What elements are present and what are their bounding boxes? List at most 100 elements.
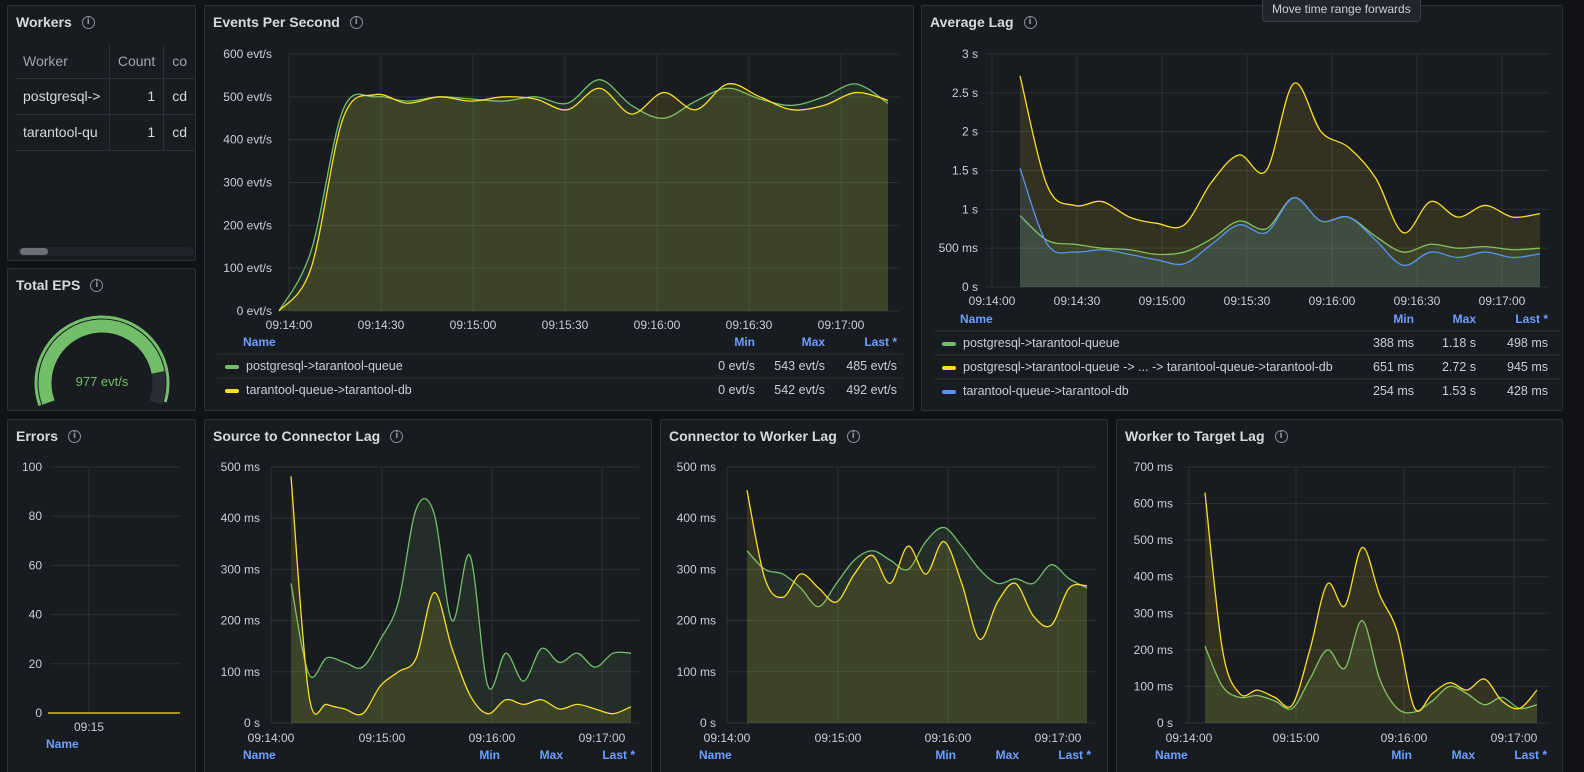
legend-header-last[interactable]: Last *: [1515, 312, 1548, 326]
column-header-count[interactable]: Count: [109, 44, 165, 79]
legend-last-value: 428 ms: [1507, 384, 1548, 398]
info-icon[interactable]: i: [1274, 429, 1288, 443]
x-tick-label: 09:14:00: [704, 731, 751, 745]
y-tick-label: 40: [29, 608, 43, 622]
y-tick-label: 600 evt/s: [223, 47, 272, 61]
y-tick-label: 1.5 s: [952, 164, 978, 178]
scrollbar-thumb[interactable]: [20, 248, 48, 255]
info-icon[interactable]: i: [68, 429, 82, 443]
series-area: [1205, 492, 1537, 723]
legend-series-name[interactable]: postgresql->tarantool-queue: [963, 336, 1120, 350]
y-tick-label: 100 ms: [677, 665, 716, 679]
series-line: [1019, 75, 1541, 234]
x-tick-label: 09:15:00: [359, 731, 406, 745]
column-header-worker[interactable]: Worker: [15, 44, 110, 79]
y-tick-label: 2.5 s: [952, 86, 978, 100]
src-conn-title: Source to Connector Lag: [213, 428, 381, 444]
x-tick-label: 09:16:00: [1309, 294, 1356, 308]
errors-title-row: Errors i: [16, 428, 82, 444]
legend-color-swatch[interactable]: [942, 342, 956, 346]
legend-header-name[interactable]: Name: [243, 335, 276, 349]
legend-header-last[interactable]: Last *: [1058, 748, 1091, 762]
workers-title: Workers: [16, 14, 72, 30]
info-icon[interactable]: i: [81, 15, 95, 29]
y-tick-label: 500 evt/s: [223, 90, 272, 104]
legend-header-max[interactable]: Max: [540, 748, 564, 762]
legend-header-min[interactable]: Min: [935, 748, 956, 762]
x-tick-label: 09:16:00: [469, 731, 516, 745]
y-tick-label: 200 ms: [1134, 643, 1173, 657]
info-icon[interactable]: i: [1023, 15, 1037, 29]
series-area: [1205, 620, 1537, 723]
info-icon[interactable]: i: [349, 15, 363, 29]
total-eps-panel: Total EPS i 977 evt/s: [7, 268, 196, 411]
x-tick-label: 09:17:00: [1491, 731, 1538, 745]
legend-max-value: 1.53 s: [1442, 384, 1476, 398]
info-icon[interactable]: i: [846, 429, 860, 443]
series-line: [1019, 167, 1541, 266]
y-tick-label: 300 ms: [677, 562, 716, 576]
legend-header-last[interactable]: Last *: [602, 748, 635, 762]
avg-lag-title: Average Lag: [930, 14, 1014, 30]
legend-header-name[interactable]: Name: [1155, 748, 1188, 762]
legend-series-name[interactable]: postgresql->tarantool-queue -> ... -> ta…: [963, 360, 1333, 374]
column-header-co[interactable]: co: [163, 44, 195, 79]
legend-header-max[interactable]: Max: [1453, 312, 1477, 326]
legend-max-value: 542 evt/s: [774, 383, 825, 397]
legend-color-swatch[interactable]: [942, 390, 956, 394]
legend-last-value: 945 ms: [1507, 360, 1548, 374]
y-tick-label: 1 s: [962, 202, 978, 216]
x-tick-label: 09:14:00: [248, 731, 295, 745]
legend-header-max[interactable]: Max: [802, 335, 826, 349]
legend-header-max[interactable]: Max: [1452, 748, 1476, 762]
x-tick-label: 09:16:30: [726, 318, 773, 332]
conn-worker-title-row: Connector to Worker Lag i: [669, 428, 860, 444]
legend-header-last[interactable]: Last *: [864, 335, 897, 349]
y-tick-label: 600 ms: [1134, 497, 1173, 511]
x-tick-label: 09:15:00: [450, 318, 497, 332]
legend-color-swatch[interactable]: [225, 365, 239, 369]
y-tick-label: 2 s: [962, 125, 978, 139]
conn-worker-chart: 500 ms 400 ms 300 ms 200 ms 100 ms 0 s09:14:0…: [677, 460, 1095, 762]
info-icon[interactable]: i: [90, 278, 104, 292]
x-tick-label: 09:14:00: [266, 318, 313, 332]
avg-lag-title-row: Average Lag i: [930, 14, 1037, 30]
legend-last-value: 485 evt/s: [846, 359, 897, 373]
gauge-fill: [38, 319, 165, 405]
legend-series-name[interactable]: tarantool-queue->tarantool-db: [246, 383, 412, 397]
legend-header-name[interactable]: Name: [243, 748, 276, 762]
series-area: [1020, 75, 1540, 287]
legend-last-value: 492 evt/s: [846, 383, 897, 397]
y-tick-label: 200 ms: [221, 614, 260, 628]
legend-series-name[interactable]: tarantool-queue->tarantool-db: [963, 384, 1129, 398]
x-tick-label: 09:17:00: [1035, 731, 1082, 745]
legend-color-swatch[interactable]: [942, 366, 956, 370]
legend-header-name[interactable]: Name: [699, 748, 732, 762]
y-tick-label: 300 ms: [221, 562, 260, 576]
x-tick-label: 09:16:00: [925, 731, 972, 745]
legend-header-min[interactable]: Min: [1393, 312, 1414, 326]
y-tick-label: 100: [22, 460, 42, 474]
legend-header-min[interactable]: Min: [479, 748, 500, 762]
legend-header-min[interactable]: Min: [734, 335, 755, 349]
legend-header-min[interactable]: Min: [1391, 748, 1412, 762]
series-area: [747, 527, 1087, 723]
legend-header-name[interactable]: Name: [46, 737, 79, 751]
legend-header-last[interactable]: Last *: [1514, 748, 1547, 762]
info-icon[interactable]: i: [390, 429, 404, 443]
legend-header-max[interactable]: Max: [996, 748, 1020, 762]
table-row[interactable]: tarantool-qu 1 cd: [15, 114, 195, 151]
legend-color-swatch[interactable]: [225, 389, 239, 393]
table-cell: 1: [109, 114, 165, 151]
y-tick-label: 200 evt/s: [223, 218, 272, 232]
x-tick-label: 09:15:00: [1273, 731, 1320, 745]
series-line: [290, 476, 632, 716]
legend-min-value: 0 evt/s: [718, 359, 755, 373]
time-range-tooltip: Move time range forwards: [1262, 0, 1421, 22]
x-tick-label: 09:16:00: [634, 318, 681, 332]
horizontal-scrollbar[interactable]: [18, 247, 194, 256]
x-tick-label: 09:17:00: [1479, 294, 1526, 308]
legend-header-name[interactable]: Name: [960, 312, 993, 326]
legend-series-name[interactable]: postgresql->tarantool-queue: [246, 359, 403, 373]
table-row[interactable]: postgresql-> 1 cd: [15, 78, 195, 115]
